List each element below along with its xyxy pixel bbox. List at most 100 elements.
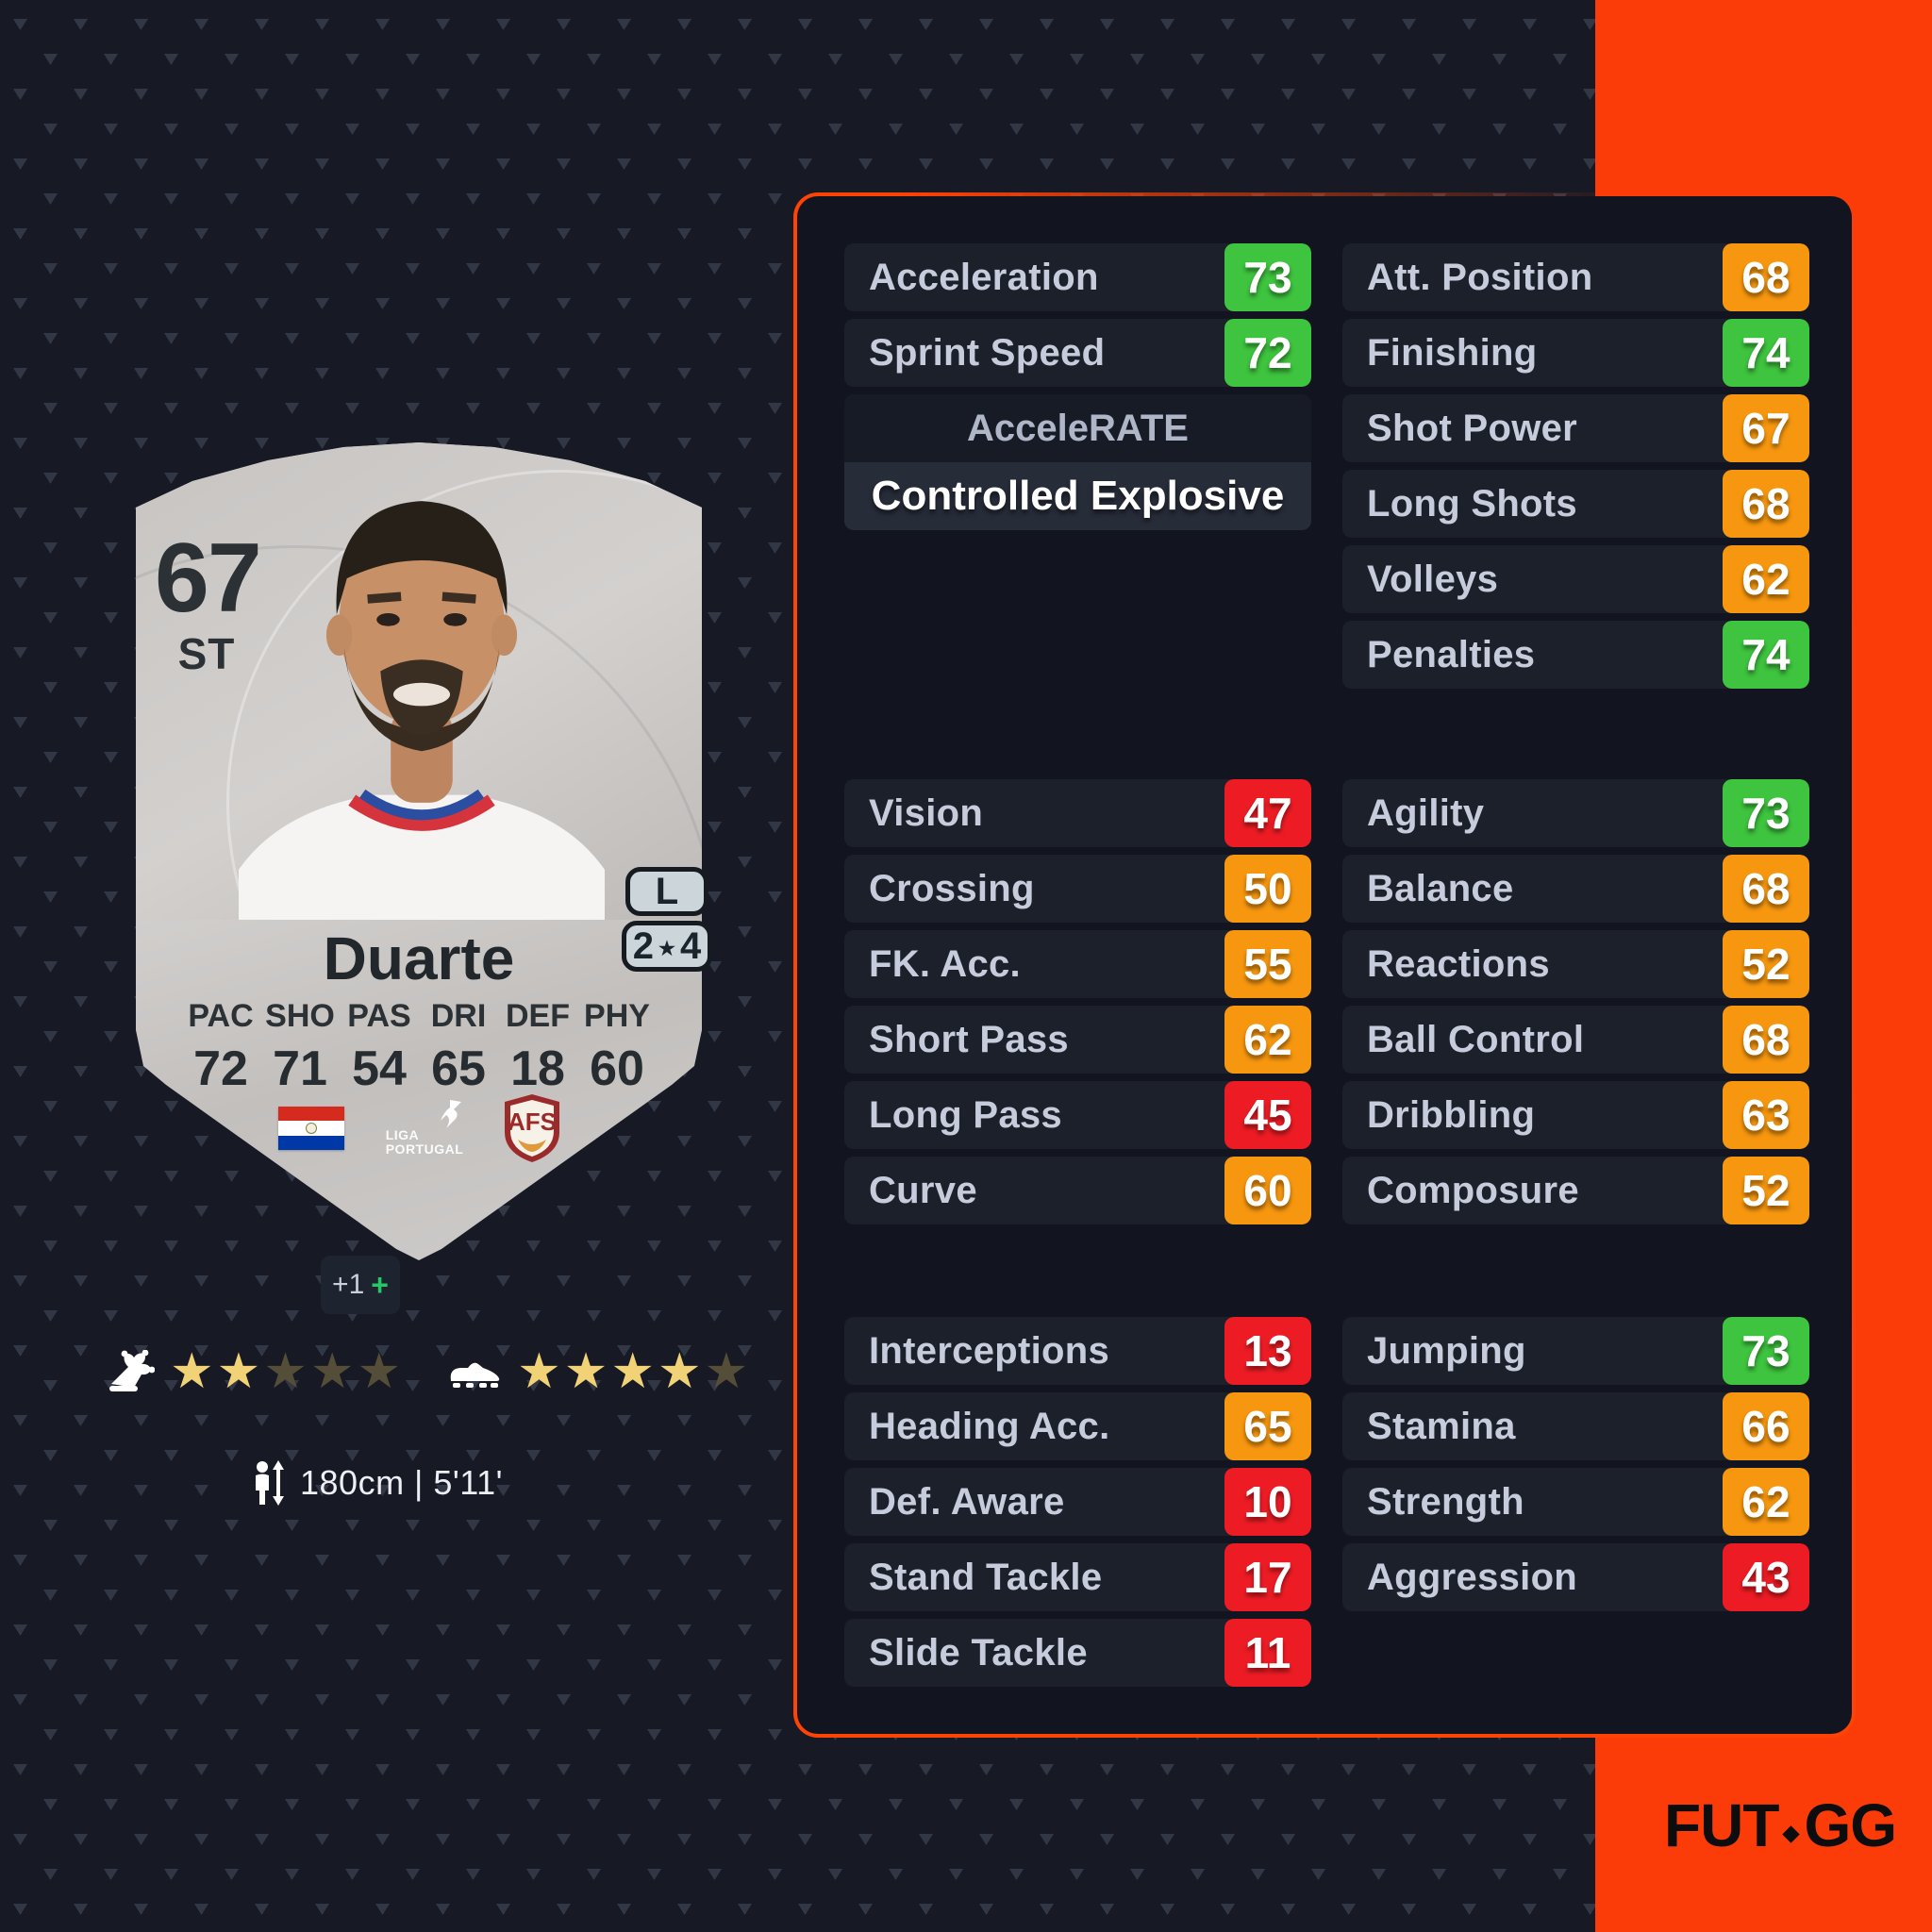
stat-row: Composure 52 bbox=[1342, 1157, 1809, 1224]
stat-value-chip: 66 bbox=[1723, 1392, 1809, 1460]
stat-label: Vision bbox=[869, 791, 984, 834]
stat-row: Slide Tackle 11 bbox=[844, 1619, 1311, 1687]
stat-value-chip: 63 bbox=[1723, 1081, 1809, 1149]
stat-label: Shot Power bbox=[1367, 407, 1578, 449]
quick-stat: SHO 71 bbox=[260, 998, 340, 1097]
star-empty-icon: ★ bbox=[357, 1344, 402, 1399]
stat-value-chip: 62 bbox=[1224, 1006, 1311, 1074]
quick-stat-label: PHY bbox=[584, 998, 650, 1034]
quick-stat-value: 18 bbox=[510, 1041, 565, 1096]
stat-label: Long Shots bbox=[1367, 482, 1577, 525]
stat-value-chip: 68 bbox=[1723, 1006, 1809, 1074]
stat-label: Stamina bbox=[1367, 1405, 1516, 1447]
stat-row: Shot Power 67 bbox=[1342, 394, 1809, 462]
player-portrait bbox=[239, 501, 605, 920]
quick-stat: DEF 18 bbox=[498, 998, 577, 1097]
stat-value-chip: 73 bbox=[1723, 1317, 1809, 1385]
player-card: 67 ST Duarte PAC 72 SHO 71 PAS 54 DRI 65 DEF 18 PH… bbox=[136, 442, 702, 1260]
star-filled-icon: ★ bbox=[610, 1344, 655, 1399]
star-separator-icon: ★ bbox=[658, 938, 675, 959]
futgg-logo-dot-icon bbox=[1782, 1824, 1801, 1843]
quick-stat-label: PAC bbox=[188, 998, 254, 1034]
stars-section: ★★★★★ ★★★★★ bbox=[106, 1347, 794, 1396]
quick-stat-value: 65 bbox=[431, 1041, 486, 1096]
stat-label: Stand Tackle bbox=[869, 1556, 1103, 1598]
quick-stat-label: DRI bbox=[430, 998, 487, 1034]
stat-row: Crossing 50 bbox=[844, 855, 1311, 923]
physical-stat-group: Jumping 73 Stamina 66 Strength 62 Aggression 43 bbox=[1342, 1317, 1809, 1619]
stat-value-chip: 17 bbox=[1224, 1543, 1311, 1611]
height-info: 180cm | 5'11' bbox=[253, 1460, 503, 1506]
stat-value-chip: 67 bbox=[1723, 394, 1809, 462]
stat-label: Short Pass bbox=[869, 1018, 1069, 1060]
futgg-logo-left: FUT bbox=[1664, 1791, 1779, 1859]
stat-row: Short Pass 62 bbox=[844, 1006, 1311, 1074]
stat-label: Finishing bbox=[1367, 331, 1538, 374]
stat-row: Sprint Speed 72 bbox=[844, 319, 1311, 387]
skill-moves-stars: ★★★★★ bbox=[170, 1347, 404, 1396]
stat-label: Curve bbox=[869, 1169, 977, 1211]
stat-value-chip: 74 bbox=[1723, 621, 1809, 689]
height-value: 180cm | 5'11' bbox=[300, 1463, 504, 1502]
quick-stat: DRI 65 bbox=[419, 998, 498, 1097]
star-filled-icon: ★ bbox=[216, 1344, 261, 1399]
stat-label: Strength bbox=[1367, 1480, 1524, 1523]
stat-label: Interceptions bbox=[869, 1329, 1110, 1372]
quick-stat-value: 72 bbox=[193, 1041, 248, 1096]
stat-value-chip: 13 bbox=[1224, 1317, 1311, 1385]
card-icons-row: LIGA PORTUGAL AFS bbox=[136, 1094, 702, 1162]
stat-row: Att. Position 68 bbox=[1342, 243, 1809, 311]
skill-moves-count: 2 bbox=[632, 924, 655, 967]
liga-text-line2: PORTUGAL bbox=[385, 1141, 464, 1157]
stat-label: Aggression bbox=[1367, 1556, 1578, 1598]
passing-stat-group: Vision 47 Crossing 50 FK. Acc. 55 Short Pass 62… bbox=[844, 779, 1311, 1232]
stat-value-chip: 52 bbox=[1723, 1157, 1809, 1224]
stat-row: Aggression 43 bbox=[1342, 1543, 1809, 1611]
stat-row: Interceptions 13 bbox=[844, 1317, 1311, 1385]
player-name: Duarte bbox=[323, 924, 515, 992]
stat-row: Def. Aware 10 bbox=[844, 1468, 1311, 1536]
stat-label: Composure bbox=[1367, 1169, 1579, 1211]
quick-stat: PHY 60 bbox=[577, 998, 657, 1097]
stat-row: Agility 73 bbox=[1342, 779, 1809, 847]
stat-row: Finishing 74 bbox=[1342, 319, 1809, 387]
stats-panel: Acceleration 73 Sprint Speed 72 AcceleRATE … bbox=[797, 196, 1852, 1734]
quick-stat-label: PAS bbox=[347, 998, 411, 1034]
stat-label: FK. Acc. bbox=[869, 942, 1021, 985]
stat-value-chip: 47 bbox=[1224, 779, 1311, 847]
shooting-stat-group: Att. Position 68 Finishing 74 Shot Power 67 Lo… bbox=[1342, 243, 1809, 696]
star-filled-icon: ★ bbox=[563, 1344, 608, 1399]
stat-label: Penalties bbox=[1367, 633, 1536, 675]
stat-value-chip: 60 bbox=[1224, 1157, 1311, 1224]
preferred-foot-badge: L bbox=[625, 867, 708, 916]
stat-row: FK. Acc. 55 bbox=[844, 930, 1311, 998]
stat-value-chip: 72 bbox=[1224, 319, 1311, 387]
stat-value-chip: 73 bbox=[1723, 779, 1809, 847]
stat-label: Acceleration bbox=[869, 256, 1099, 298]
quick-stat-value: 60 bbox=[590, 1041, 644, 1096]
stat-label: Agility bbox=[1367, 791, 1485, 834]
star-empty-icon: ★ bbox=[309, 1344, 355, 1399]
accelerate-value: Controlled Explosive bbox=[844, 462, 1311, 530]
stat-label: Long Pass bbox=[869, 1093, 1062, 1136]
star-filled-icon: ★ bbox=[517, 1344, 561, 1399]
futgg-logo: FUT GG bbox=[1664, 1790, 1897, 1860]
stat-value-chip: 10 bbox=[1224, 1468, 1311, 1536]
stat-row: Ball Control 68 bbox=[1342, 1006, 1809, 1074]
star-empty-icon: ★ bbox=[263, 1344, 308, 1399]
stat-value-chip: 74 bbox=[1723, 319, 1809, 387]
stat-row: Stand Tackle 17 bbox=[844, 1543, 1311, 1611]
stat-row: Strength 62 bbox=[1342, 1468, 1809, 1536]
quick-stat-label: SHO bbox=[265, 998, 335, 1034]
stat-row: Jumping 73 bbox=[1342, 1317, 1809, 1385]
player-position: ST bbox=[177, 628, 236, 678]
jester-hat-icon bbox=[106, 1350, 155, 1393]
stat-row: Acceleration 73 bbox=[844, 243, 1311, 311]
paraguay-flag-icon bbox=[277, 1107, 344, 1150]
boot-icon bbox=[447, 1354, 502, 1390]
flag-emblem bbox=[305, 1123, 317, 1134]
quick-stat: PAC 72 bbox=[181, 998, 260, 1097]
quick-stat-label: DEF bbox=[506, 998, 570, 1034]
stat-value-chip: 52 bbox=[1723, 930, 1809, 998]
